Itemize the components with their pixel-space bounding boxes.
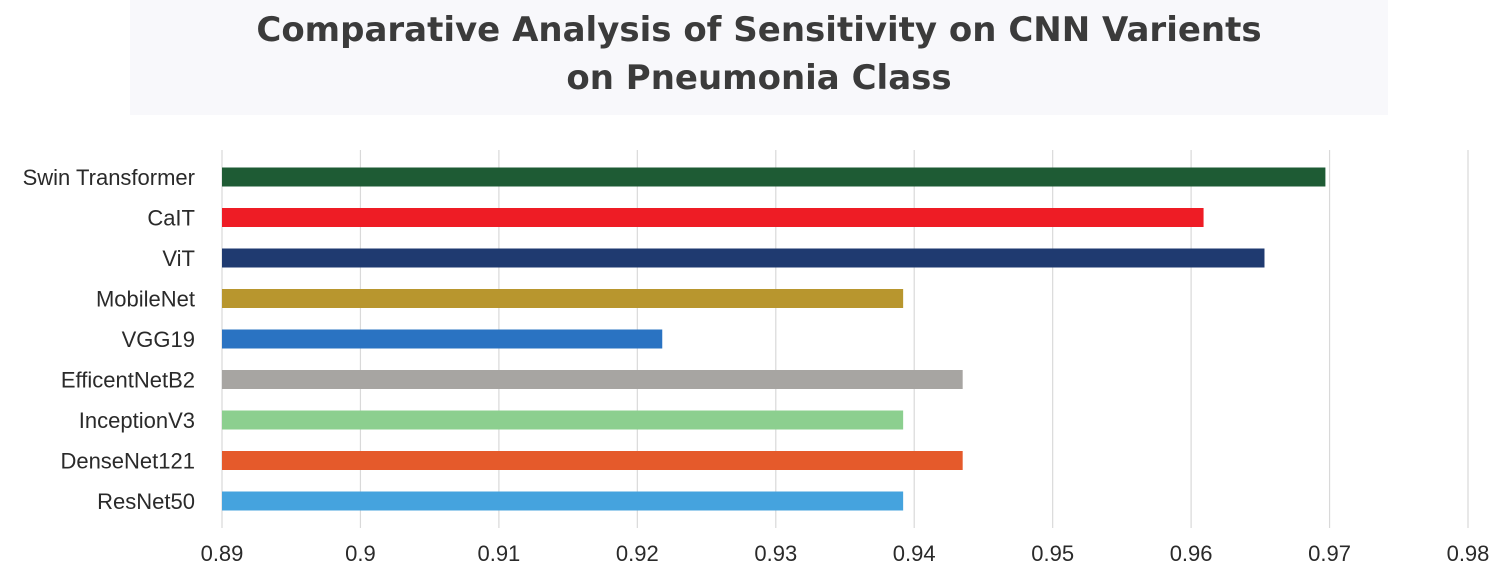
x-tick-label: 0.97	[1308, 541, 1351, 566]
bar	[222, 329, 663, 349]
bars	[222, 167, 1326, 511]
x-tick-label: 0.91	[477, 541, 520, 566]
category-label: InceptionV3	[79, 408, 195, 433]
title-background	[130, 0, 1388, 115]
category-label: MobileNet	[96, 287, 195, 312]
chart-title-line-1: Comparative Analysis of Sensitivity on C…	[256, 10, 1262, 50]
category-label: VGG19	[122, 327, 195, 352]
category-label: CaIT	[147, 206, 195, 231]
bar	[222, 410, 904, 430]
x-tick-label: 0.95	[1031, 541, 1074, 566]
x-tick-label: 0.94	[893, 541, 936, 566]
x-axis-tick-labels: 0.89 0.9 0.91 0.92 0.93 0.94 0.95 0.96 0.97 0.98	[201, 541, 1490, 566]
x-tick-label: 0.96	[1170, 541, 1213, 566]
x-tick-label: 0.98	[1447, 541, 1490, 566]
bar	[222, 370, 963, 389]
chart-title: Comparative Analysis of Sensitivity on C…	[130, 6, 1388, 102]
chart-title-line-2: on Pneumonia Class	[566, 58, 952, 98]
x-tick-label: 0.93	[754, 541, 797, 566]
category-label: EfficentNetB2	[61, 368, 195, 393]
x-tick-label: 0.92	[616, 541, 659, 566]
category-label: DenseNet121	[60, 449, 195, 474]
bar	[222, 248, 1265, 268]
bar	[222, 167, 1326, 187]
bar	[222, 289, 904, 308]
category-label: ResNet50	[97, 489, 195, 514]
bar	[222, 208, 1204, 227]
bar	[222, 451, 963, 470]
category-labels: Swin Transformer CaIT ViT MobileNet VGG19 Eff…	[23, 165, 195, 514]
x-tick-label: 0.9	[345, 541, 376, 566]
category-label: ViT	[162, 246, 195, 271]
category-label: Swin Transformer	[23, 165, 195, 190]
bar	[222, 491, 904, 511]
x-tick-label: 0.89	[201, 541, 244, 566]
